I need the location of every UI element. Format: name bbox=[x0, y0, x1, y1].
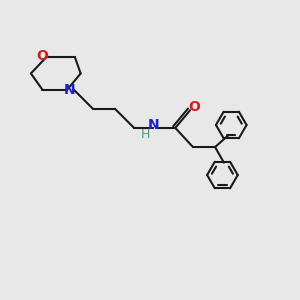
Text: H: H bbox=[140, 128, 150, 141]
Text: O: O bbox=[37, 49, 49, 63]
Text: N: N bbox=[64, 82, 75, 97]
Text: O: O bbox=[188, 100, 200, 114]
Text: N: N bbox=[147, 118, 159, 132]
